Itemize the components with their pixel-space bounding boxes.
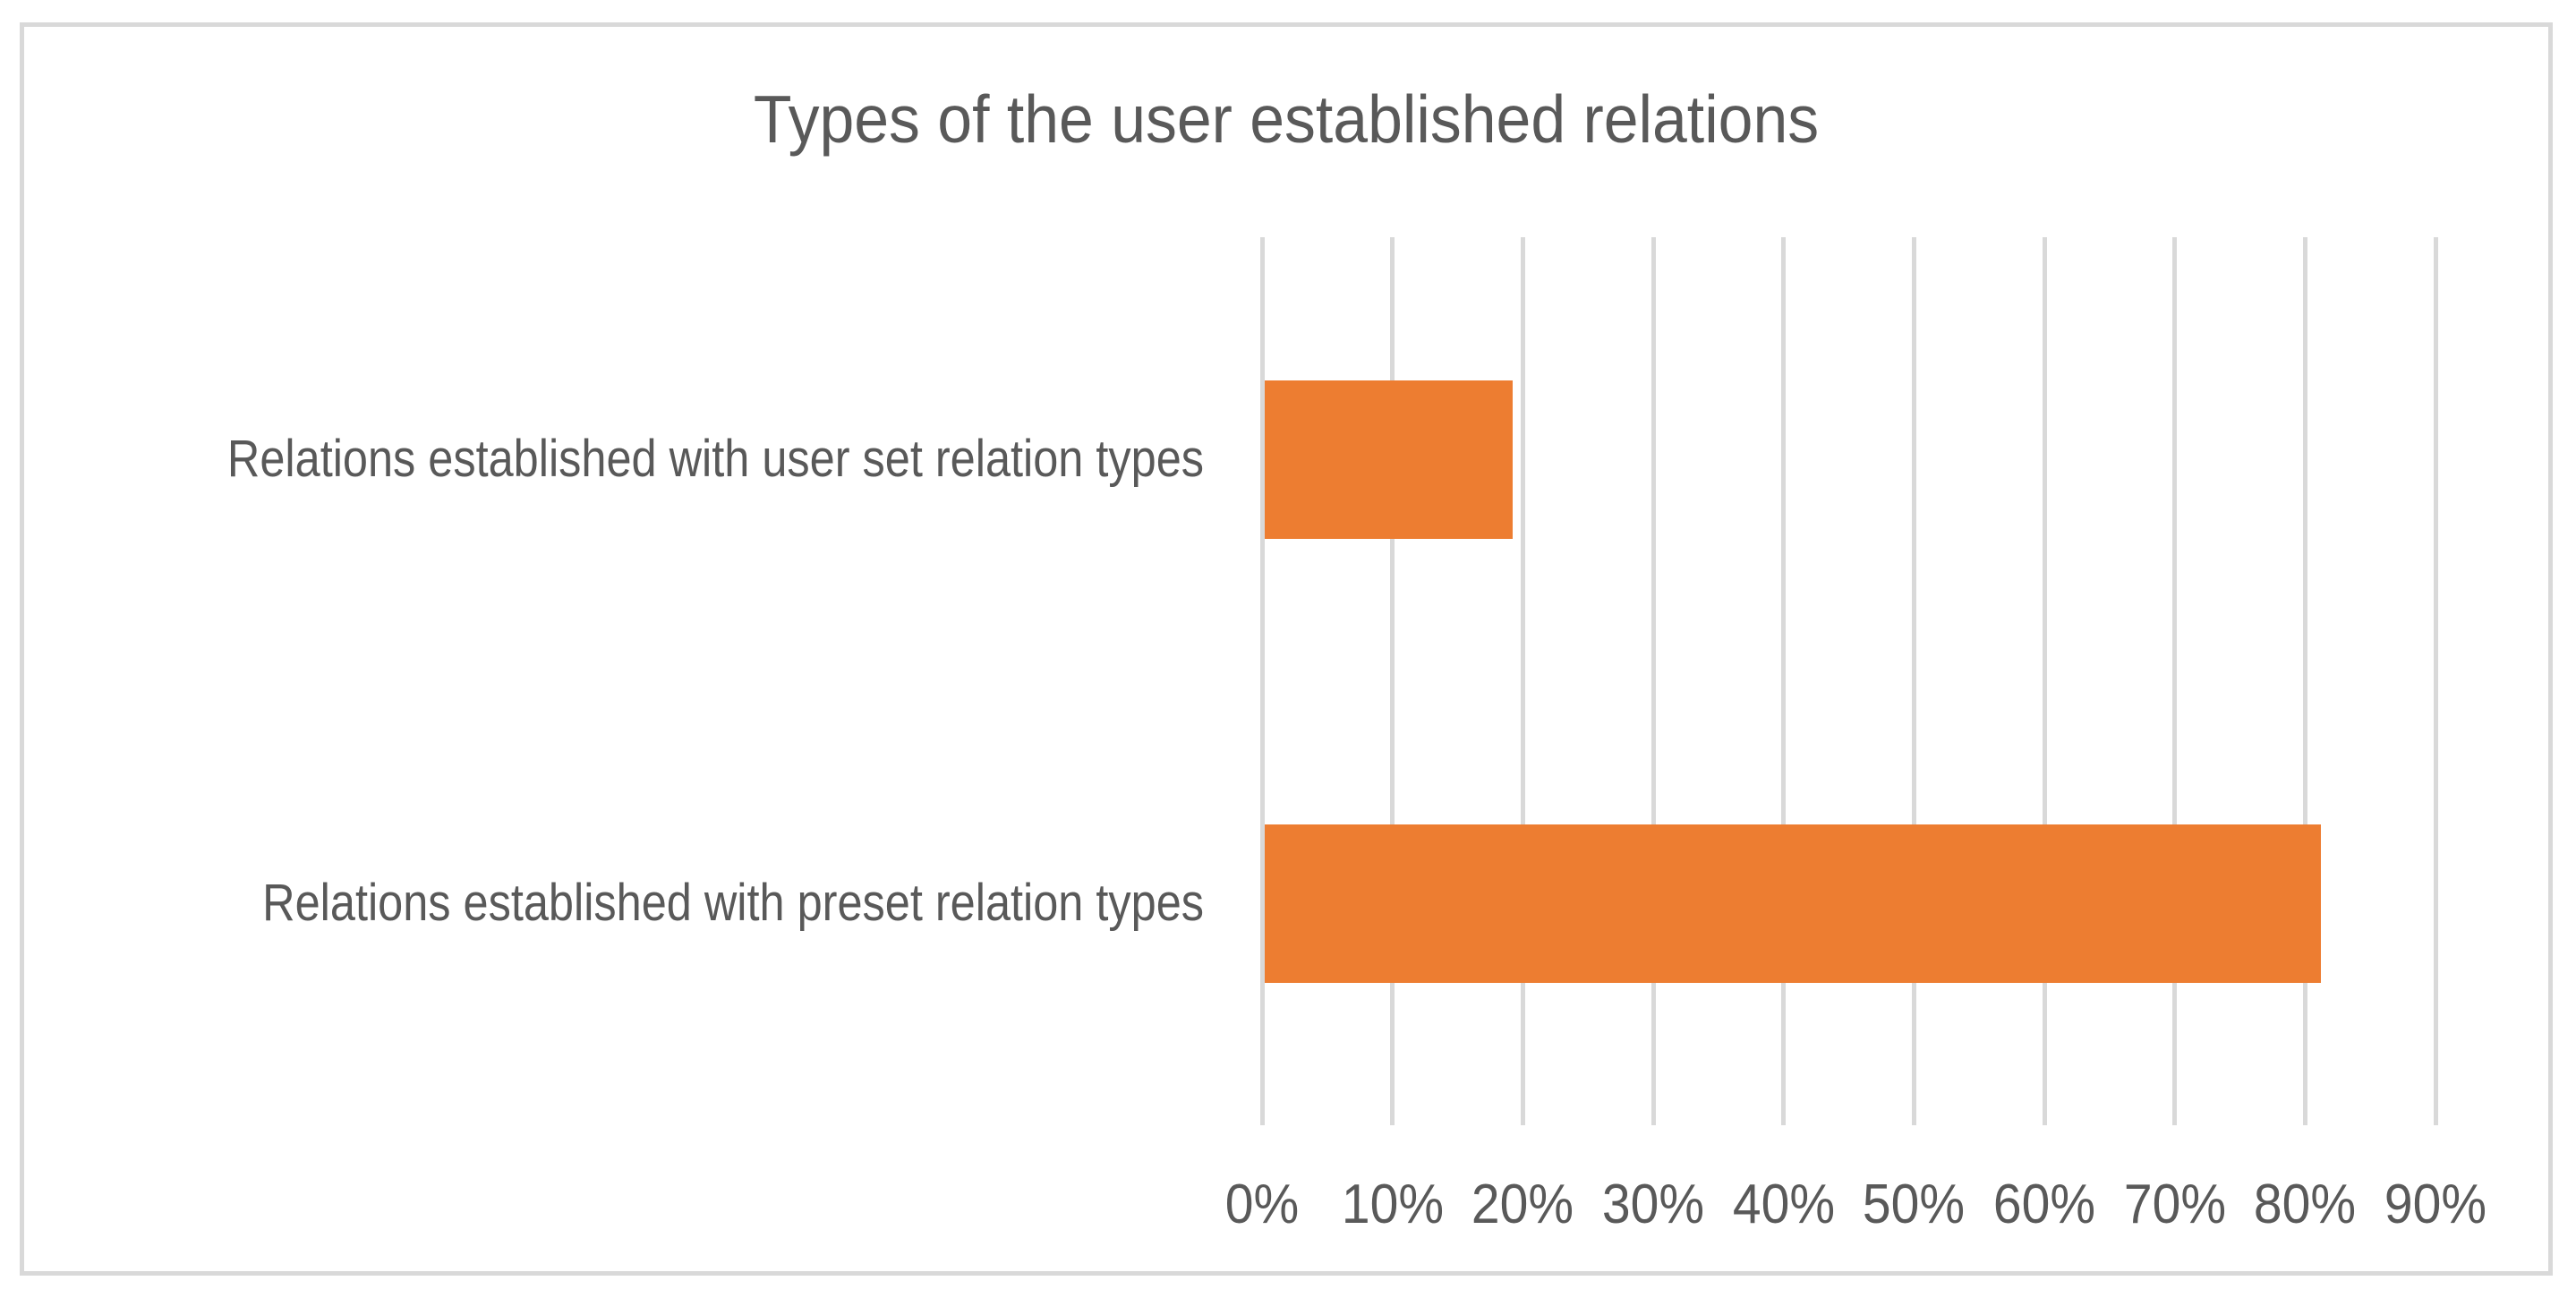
- gridline: [2042, 237, 2047, 1125]
- gridline: [1781, 237, 1787, 1125]
- x-tick-label: 80%: [2254, 1174, 2357, 1235]
- category-label: Relations established with user set rela…: [226, 430, 1205, 488]
- x-tick-label: 0%: [1224, 1174, 1300, 1235]
- gridline: [1911, 237, 1916, 1125]
- x-tick-label: 10%: [1341, 1174, 1444, 1235]
- plot-area: [1259, 237, 2438, 1125]
- x-tick-label: 40%: [1732, 1174, 1835, 1235]
- chart-frame: [20, 22, 2553, 1276]
- gridline: [1390, 237, 1395, 1125]
- bar-preset: [1265, 824, 2321, 983]
- gridline: [1259, 237, 1265, 1125]
- chart-title: Types of the user established relations: [753, 81, 1820, 157]
- x-tick-label: 50%: [1863, 1174, 1966, 1235]
- bar-user-set: [1265, 380, 1513, 539]
- x-tick-label: 30%: [1601, 1174, 1705, 1235]
- x-tick-label: 60%: [1992, 1174, 2096, 1235]
- gridline: [2172, 237, 2178, 1125]
- gridline: [1651, 237, 1656, 1125]
- gridline: [1520, 237, 1525, 1125]
- x-tick-label: 70%: [2123, 1174, 2226, 1235]
- x-tick-label: 20%: [1471, 1174, 1574, 1235]
- category-label: Relations established with preset relati…: [262, 874, 1205, 932]
- gridline: [2433, 237, 2438, 1125]
- gridline: [2302, 237, 2307, 1125]
- x-tick-label: 90%: [2384, 1174, 2487, 1235]
